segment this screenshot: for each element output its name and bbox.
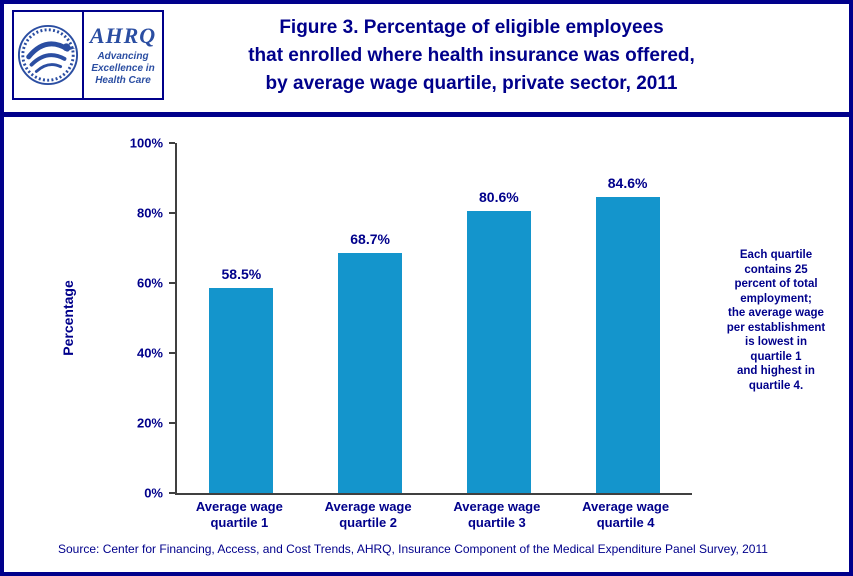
y-tick-mark [169,492,175,494]
bar-value-label: 58.5% [221,266,262,283]
bar [595,196,660,493]
annotation-line: Each quartile [739,249,813,261]
y-axis-tick-labels: 0% 20% 40% 60% 80% 100% [114,137,175,500]
bar [338,252,403,493]
x-axis-category-labels: Average wage quartile 1 Average wage quar… [175,499,690,531]
bar-value-label: 84.6% [607,174,648,191]
y-tick-label: 0% [144,485,163,501]
y-tick-mark [169,212,175,214]
ahrq-tagline-line: Advancing [97,50,149,62]
bar-value-label: 68.7% [350,230,390,247]
x-category-label-text: Average wage quartile 3 [453,499,541,530]
annotation-line: percent of total [734,278,818,290]
bar-slot: 80.6% [435,143,564,493]
y-tick-mark [169,352,175,354]
annotation-line: contains 25 [744,263,808,276]
ahrq-acronym: AHRQ [89,22,157,48]
x-category-label-text: Average wage quartile 4 [582,499,670,530]
y-tick-label: 60% [136,275,163,291]
hhs-eagle-logo-icon [14,13,82,97]
figure-title-line-2: that enrolled where health insurance was… [248,45,695,66]
y-tick-mark [169,142,175,144]
y-axis-title: Percentage [60,280,76,356]
hhs-eagle-svg [17,24,79,86]
annotation-line: the average wage [728,307,824,319]
chart-annotation: Each quartile contains 25 percent of total… [700,248,849,393]
ahrq-tagline: Advancing Excellence in Health Care [91,51,154,87]
bar [209,288,274,493]
annotation-line: quartile 4. [748,379,804,392]
y-tick-label: 100% [129,135,163,151]
figure-title: Figure 3. Percentage of eligible employe… [114,14,829,98]
bar-slot: 58.5% [177,143,306,493]
x-category-label: Average wage quartile 2 [304,499,433,531]
annotation-line: quartile 1 [750,350,802,363]
figure-title-line-1: Figure 3. Percentage of eligible employe… [279,17,664,38]
agency-logo-box: AHRQ Advancing Excellence in Health Care [12,10,164,100]
bar-slot: 68.7% [306,143,435,493]
x-category-label: Average wage quartile 3 [433,499,562,531]
x-category-label-text: Average wage quartile 2 [324,499,412,530]
annotation-line: employment; [740,292,812,305]
bar-value-label: 80.6% [479,188,519,205]
x-category-label: Average wage quartile 1 [175,499,304,531]
ahrq-tagline-line: Excellence in [91,62,155,74]
bar-slot: 84.6% [563,143,692,493]
x-category-label: Average wage quartile 4 [561,499,690,531]
y-tick-label: 40% [136,345,163,361]
y-tick-label: 20% [136,415,163,431]
figure-title-line-3: by average wage quartile, private sector… [265,73,678,94]
bar [466,210,531,493]
bar-chart-plot-area: 58.5% 68.7% 80.6% 84.6% [175,143,692,495]
y-tick-mark [169,422,175,424]
source-note: Source: Center for Financing, Access, an… [58,542,768,556]
annotation-line: and highest in [737,365,815,377]
y-tick-label: 80% [136,205,163,221]
ahrq-tagline-line: Health Care [95,74,151,86]
annotation-line: is lowest in [745,336,807,348]
annotation-line: per establishment [726,321,826,334]
y-tick-mark [169,282,175,284]
x-category-label-text: Average wage quartile 1 [195,499,283,530]
ahrq-logo: AHRQ Advancing Excellence in Health Care [82,12,162,98]
header-divider-rule [4,112,849,117]
